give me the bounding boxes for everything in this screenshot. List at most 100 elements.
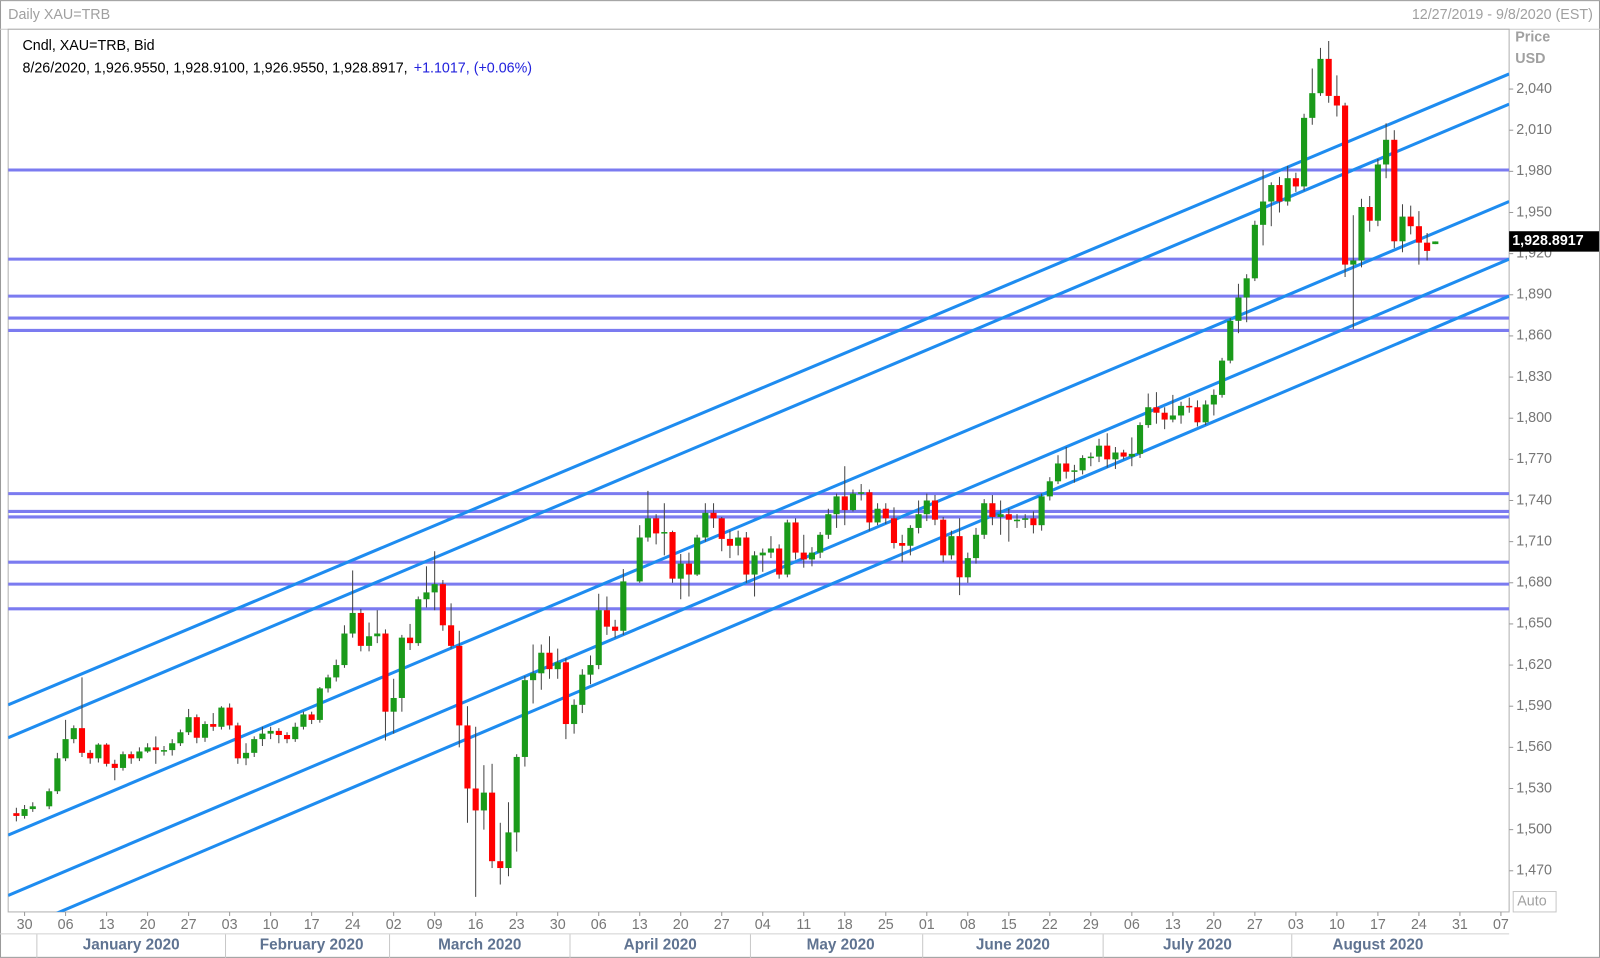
x-tick-label: 20 — [673, 917, 689, 933]
y-tick-label: 1,500 — [1516, 821, 1552, 837]
candle-body — [1260, 201, 1267, 225]
candle-body — [743, 537, 750, 575]
candle-body — [62, 739, 69, 759]
candle-body — [1030, 518, 1037, 526]
candle-body — [1325, 58, 1332, 96]
candle-body — [685, 563, 692, 575]
candle-body — [694, 537, 701, 575]
candle-body — [1145, 407, 1152, 426]
candle-body — [160, 750, 168, 752]
candle-body — [1087, 456, 1094, 459]
candle-body — [997, 514, 1004, 517]
x-tick-label: 13 — [1165, 917, 1181, 933]
candle-body — [677, 563, 684, 579]
candle-body — [538, 652, 545, 674]
candle-body — [316, 688, 323, 720]
candle-body — [1432, 241, 1439, 245]
candle-body — [103, 744, 110, 764]
candle-body — [858, 492, 865, 494]
x-tick-label: 03 — [1288, 917, 1304, 933]
candle-body — [1309, 93, 1316, 118]
candle-body — [1424, 242, 1431, 251]
candle-body — [956, 536, 963, 578]
trend-line — [8, 200, 1510, 837]
candle-body — [21, 809, 28, 816]
chart-title: Daily XAU=TRB — [8, 7, 110, 23]
candle-body — [759, 552, 766, 556]
legend-values: 8/26/2020, 1,926.9550, 1,928.9100, 1,926… — [22, 60, 532, 76]
candle-body — [923, 500, 930, 515]
x-tick-label: 17 — [1370, 917, 1386, 933]
candle-body — [267, 730, 274, 734]
candle-body — [972, 534, 980, 559]
candle-body — [1112, 452, 1119, 460]
candle-body — [1276, 185, 1283, 202]
candle-body — [251, 739, 258, 753]
candle-body — [1284, 178, 1291, 202]
x-tick-label: 27 — [181, 917, 197, 933]
candle-body — [119, 754, 127, 768]
candle-body — [1136, 425, 1144, 454]
x-tick-label: 08 — [960, 917, 976, 933]
x-tick-label: 20 — [140, 917, 156, 933]
candle-body — [644, 518, 651, 538]
scale-mode-box[interactable] — [1512, 890, 1557, 913]
month-label: March 2020 — [438, 937, 521, 954]
candle-body — [849, 493, 857, 511]
date-range: 12/27/2019 - 9/8/2020 (EST) — [1412, 7, 1593, 23]
candle-body — [456, 645, 463, 726]
candle-body — [817, 534, 824, 553]
candle-body — [259, 733, 266, 740]
candle-body — [1391, 139, 1398, 242]
candle-body — [1399, 216, 1406, 242]
candle-body — [13, 813, 20, 816]
month-label: April 2020 — [624, 937, 697, 954]
candle-body — [111, 763, 118, 768]
candle-body — [931, 500, 939, 520]
candle-body — [981, 503, 988, 535]
candle-body — [1235, 297, 1242, 321]
x-tick-label: 24 — [1411, 917, 1427, 933]
y-axis-unit: USD — [1515, 51, 1545, 67]
candle-body — [472, 788, 479, 811]
candle-body — [1301, 117, 1308, 187]
x-tick-label: 06 — [1124, 917, 1140, 933]
candle-body — [349, 612, 356, 634]
candle-body — [193, 717, 200, 738]
candle-body — [521, 680, 528, 757]
candle-body — [661, 532, 668, 534]
candle-body — [1005, 514, 1012, 520]
axes: 1,470 1,500 1,530 1,560 1,590 1,620 1,650 1,680… — [17, 81, 1599, 958]
candle-body — [87, 752, 94, 759]
plot-border — [7, 28, 1510, 913]
candle-body — [374, 633, 381, 637]
candle-body — [890, 518, 898, 544]
candle-body — [136, 751, 143, 759]
x-tick-label: 18 — [837, 917, 853, 933]
candle-body — [1046, 481, 1053, 497]
candle-body — [275, 730, 282, 736]
month-label: July 2020 — [1163, 937, 1232, 954]
candle-body — [1161, 412, 1168, 420]
candle-body — [874, 508, 881, 523]
candle-body — [710, 512, 717, 519]
y-tick-label: 1,980 — [1516, 163, 1552, 179]
scale-mode[interactable]: Auto — [1517, 893, 1546, 909]
candle-body — [1292, 178, 1299, 187]
y-tick-label: 1,650 — [1516, 616, 1552, 632]
trend-line — [8, 72, 1510, 707]
x-tick-label: 01 — [919, 917, 935, 933]
candle-body — [669, 532, 676, 579]
candle-body — [439, 584, 446, 626]
candle-body — [964, 558, 971, 578]
candle-body — [210, 724, 217, 727]
candle-body — [1079, 457, 1086, 471]
candle-body — [1063, 463, 1070, 472]
candle-body — [718, 518, 725, 539]
candle-body — [907, 527, 914, 546]
candle-body — [1407, 216, 1414, 227]
candle-body — [480, 792, 487, 811]
candle-body — [398, 637, 405, 698]
candle-body — [489, 792, 496, 862]
